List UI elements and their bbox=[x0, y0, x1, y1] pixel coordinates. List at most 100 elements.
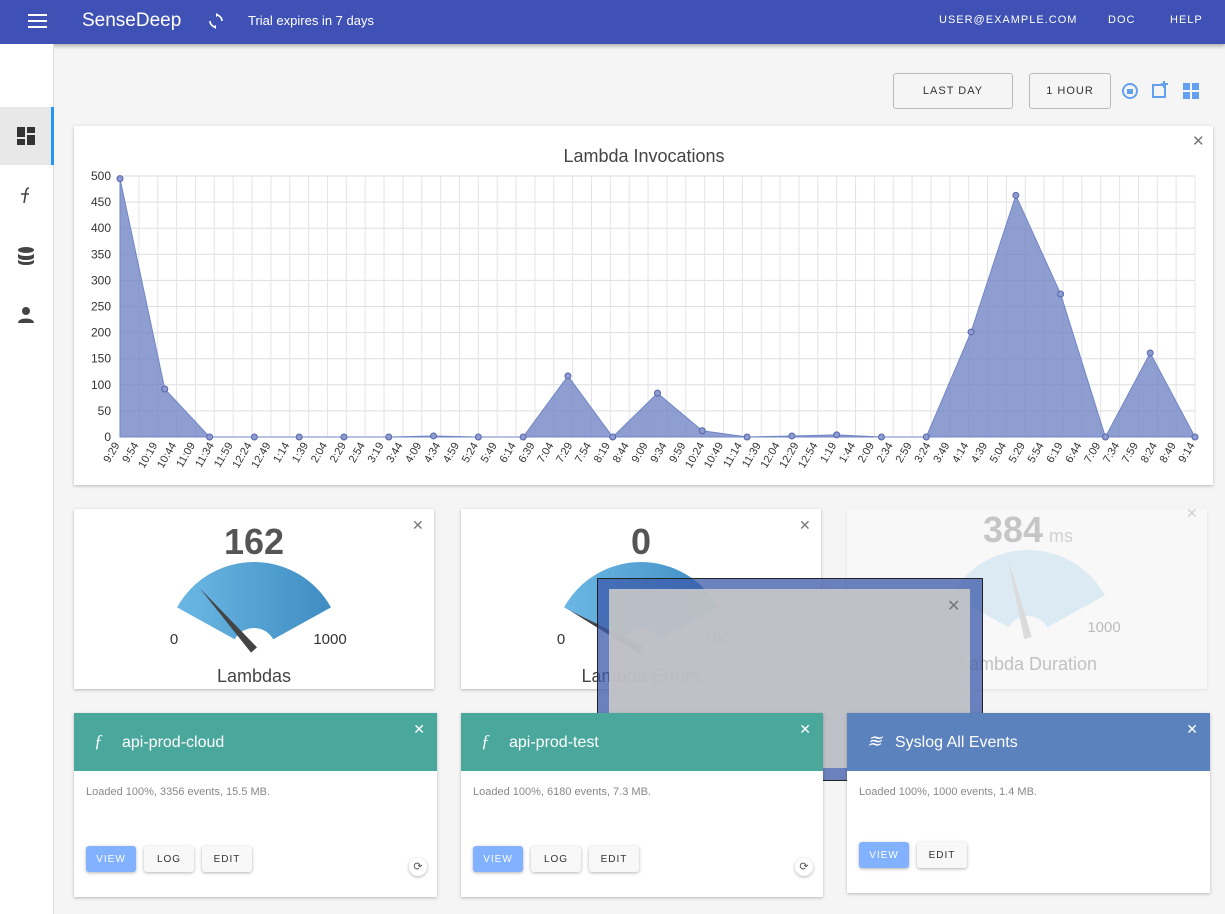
data-point bbox=[116, 175, 124, 183]
gauge-needle bbox=[1007, 558, 1032, 639]
data-point bbox=[206, 433, 214, 441]
data-point bbox=[1057, 290, 1065, 298]
user-icon[interactable] bbox=[17, 306, 35, 324]
data-point bbox=[743, 433, 751, 441]
nav-dashboard[interactable] bbox=[0, 107, 54, 165]
database-icon[interactable] bbox=[17, 246, 35, 266]
x-tick-label: 1:14 bbox=[271, 441, 292, 466]
card-status: Loaded 100%, 6180 events, 7.3 MB. bbox=[473, 786, 651, 798]
gauge-value: 162 bbox=[224, 521, 284, 562]
card-status: Loaded 100%, 1000 events, 1.4 MB. bbox=[859, 786, 1037, 798]
card-header: ≋ Syslog All Events ✕ bbox=[847, 713, 1210, 771]
card-button[interactable]: VIEW bbox=[473, 846, 523, 872]
gauge-value-number: 384 bbox=[983, 509, 1043, 550]
x-tick-label: 7:59 bbox=[1120, 441, 1141, 466]
x-tick-label: 1:39 bbox=[290, 441, 311, 466]
x-tick-label: 2:04 bbox=[309, 441, 330, 466]
x-tick-label: 4:14 bbox=[950, 441, 971, 466]
close-icon[interactable]: ✕ bbox=[413, 721, 425, 737]
data-point bbox=[519, 433, 527, 441]
x-tick-label: 8:24 bbox=[1139, 441, 1160, 466]
x-tick-label: 3:19 bbox=[366, 441, 387, 466]
x-tick-label: 6:39 bbox=[516, 441, 537, 466]
x-tick-label: 1:44 bbox=[837, 441, 858, 466]
x-tick-label: 8:19 bbox=[592, 441, 613, 466]
x-tick-label: 7:29 bbox=[554, 441, 575, 466]
data-point bbox=[430, 432, 438, 440]
x-tick-label: 4:09 bbox=[403, 441, 424, 466]
x-tick-label: 7:09 bbox=[1082, 441, 1103, 466]
close-icon[interactable]: ✕ bbox=[799, 721, 811, 737]
x-tick-label: 12:49 bbox=[249, 441, 273, 471]
x-tick-label: 5:29 bbox=[1007, 441, 1028, 466]
data-point bbox=[474, 433, 482, 441]
lambda-icon[interactable] bbox=[17, 186, 35, 206]
y-tick-label: 0 bbox=[104, 430, 111, 444]
data-point bbox=[161, 385, 169, 393]
refresh-icon[interactable] bbox=[208, 13, 224, 29]
range-button[interactable]: 1 HOUR bbox=[1029, 73, 1111, 109]
card-button[interactable]: LOG bbox=[531, 846, 581, 872]
x-tick-label: 2:34 bbox=[875, 441, 896, 466]
gauge-max: 1000 bbox=[313, 631, 346, 648]
data-point bbox=[877, 433, 885, 441]
toolbar-icons[interactable] bbox=[1120, 81, 1205, 101]
x-tick-label: 12:54 bbox=[796, 441, 820, 471]
gauge: 384ms01000Lambda Duration✕ bbox=[944, 505, 1198, 674]
range-button[interactable]: LAST DAY bbox=[893, 73, 1013, 109]
log-card: ≋ Syslog All Events ✕ Loaded 100%, 1000 eve… bbox=[847, 713, 1210, 893]
x-tick-label: 2:09 bbox=[856, 441, 877, 466]
close-icon: ✕ bbox=[1192, 133, 1205, 150]
x-tick-label: 6:44 bbox=[1063, 441, 1084, 466]
y-tick-label: 450 bbox=[91, 195, 111, 209]
card-button[interactable]: VIEW bbox=[86, 846, 136, 872]
gauge-label: Lambdas bbox=[217, 666, 291, 686]
card-button[interactable]: EDIT bbox=[589, 846, 639, 872]
card-button[interactable]: EDIT bbox=[202, 846, 252, 872]
data-point bbox=[698, 427, 706, 435]
data-point bbox=[654, 389, 661, 397]
gauge-unit: ms bbox=[1049, 526, 1073, 546]
gauge-max: 1000 bbox=[1087, 619, 1120, 636]
card-header: ƒ api-prod-test ✕ bbox=[461, 713, 823, 771]
log-card: ƒ api-prod-test ✕ Loaded 100%, 6180 events,… bbox=[461, 713, 823, 897]
refresh-icon[interactable]: ⟳ bbox=[409, 858, 427, 876]
data-point bbox=[385, 433, 393, 441]
y-tick-label: 250 bbox=[91, 300, 111, 314]
x-tick-label: 9:29 bbox=[101, 441, 122, 466]
menu-icon[interactable] bbox=[28, 13, 48, 29]
card-button[interactable]: LOG bbox=[144, 846, 194, 872]
x-tick-label: 5:49 bbox=[479, 441, 500, 466]
y-tick-label: 400 bbox=[91, 221, 111, 235]
chart-title: Lambda Invocations bbox=[563, 146, 724, 166]
close-icon[interactable]: ✕ bbox=[1186, 721, 1198, 737]
close-icon: ✕ bbox=[799, 517, 811, 533]
nav-link[interactable]: HELP bbox=[1170, 14, 1203, 26]
x-tick-label: 9:09 bbox=[630, 441, 651, 466]
refresh-icon[interactable]: ⟳ bbox=[795, 858, 813, 876]
card-title[interactable]: Syslog All Events bbox=[895, 734, 1018, 751]
x-tick-label: 4:59 bbox=[441, 441, 462, 466]
card-title[interactable]: api-prod-test bbox=[509, 734, 599, 751]
brand[interactable]: SenseDeep bbox=[82, 10, 182, 31]
card-button[interactable]: EDIT bbox=[917, 842, 967, 868]
data-point bbox=[1191, 433, 1199, 441]
card-title[interactable]: api-prod-cloud bbox=[122, 734, 225, 751]
log-card: ƒ api-prod-cloud ✕ Loaded 100%, 3356 events… bbox=[74, 713, 437, 897]
x-tick-label: 8:49 bbox=[1158, 441, 1179, 466]
gauge: 162 0 1000 Lambdas ✕ bbox=[170, 517, 424, 686]
data-point bbox=[833, 431, 841, 439]
x-tick-label: 1:19 bbox=[818, 441, 839, 466]
gauge-arc bbox=[177, 562, 331, 640]
x-tick-label: 3:24 bbox=[912, 441, 933, 466]
nav-link[interactable]: DOC bbox=[1108, 14, 1136, 26]
lambda-icon: ƒ bbox=[94, 731, 103, 751]
y-tick-label: 100 bbox=[91, 378, 111, 392]
y-tick-label: 350 bbox=[91, 247, 111, 261]
card-button[interactable]: VIEW bbox=[859, 842, 909, 868]
nav-link[interactable]: USER@EXAMPLE.COM bbox=[939, 14, 1078, 26]
y-tick-label: 150 bbox=[91, 352, 111, 366]
close-icon[interactable]: ✕ bbox=[947, 598, 961, 615]
